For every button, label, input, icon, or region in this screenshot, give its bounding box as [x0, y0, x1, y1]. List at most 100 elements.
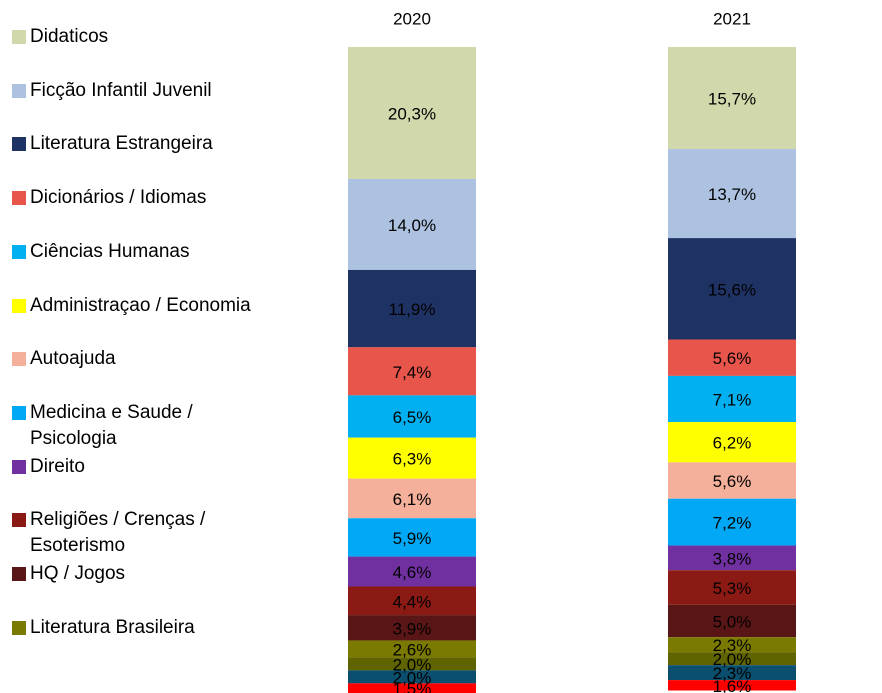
- data-label: 1,6%: [713, 677, 752, 693]
- bar-segment: [348, 670, 476, 684]
- legend-item: Literatura Estrangeira: [12, 131, 262, 157]
- legend-label: Autoajuda: [30, 348, 116, 370]
- bar-segment: [668, 47, 796, 150]
- legend-swatch: [12, 567, 26, 581]
- legend-label: Medicina e Saude / Psicologia: [30, 401, 193, 449]
- legend-label: Ciências Humanas: [30, 240, 190, 262]
- data-label: 11,9%: [389, 300, 436, 319]
- data-label: 7,4%: [393, 363, 432, 382]
- legend-swatch: [12, 513, 26, 528]
- bar-segment: [668, 149, 796, 239]
- data-label: 3,8%: [713, 549, 752, 568]
- bar-segment: [348, 615, 476, 641]
- bar-segment: [348, 395, 476, 438]
- legend-item: Medicina e Saude / Psicologia: [12, 400, 262, 452]
- category-label: 2020: [393, 9, 431, 28]
- bar-segment: [668, 545, 796, 571]
- bar-segment: [668, 680, 796, 691]
- bar-segment: [348, 657, 476, 671]
- legend-label: Didaticos: [30, 26, 109, 47]
- data-label: 20,3%: [388, 104, 436, 123]
- legend-label: Direito: [30, 455, 85, 477]
- bar-segment: [348, 178, 476, 270]
- data-label: 6,5%: [393, 408, 432, 427]
- legend-swatch: [12, 244, 26, 259]
- legend-item: Ficção Infantil Juvenil: [12, 78, 262, 104]
- bar-segment: [348, 437, 476, 479]
- legend-item: HQ / Jogos: [12, 561, 262, 587]
- bar-segment: [348, 556, 476, 587]
- bar-segment: [668, 570, 796, 605]
- data-label: 5,9%: [393, 529, 432, 548]
- bar-segment: [348, 478, 476, 519]
- data-label: 1,5%: [393, 680, 432, 693]
- bar-segment: [668, 498, 796, 546]
- legend-item: Ciências Humanas: [12, 239, 262, 265]
- legend-label: Literatura Estrangeira: [30, 133, 213, 155]
- legend-swatch: [12, 30, 26, 44]
- bar-segment: [348, 683, 476, 693]
- data-label: 5,3%: [713, 579, 752, 598]
- legend-item: Religiões / Crenças / Esoterismo: [12, 507, 262, 559]
- data-label: 3,9%: [393, 619, 432, 638]
- legend-swatch: [12, 352, 26, 367]
- data-label: 15,7%: [708, 90, 756, 109]
- legend-label: Administraçao / Economia: [30, 294, 251, 316]
- legend-label: Religiões / Crenças / Esoterismo: [30, 509, 206, 557]
- legend-label: HQ / Jogos: [30, 563, 126, 584]
- bar-segment: [668, 637, 796, 653]
- bar-segment: [668, 665, 796, 681]
- data-label: 2,0%: [393, 655, 432, 674]
- data-label: 4,6%: [393, 563, 432, 582]
- bar-segment: [348, 47, 476, 179]
- data-label: 2,0%: [393, 668, 432, 687]
- bar-segment: [348, 586, 476, 616]
- data-label: 2,0%: [713, 650, 752, 669]
- legend-item: Autoajuda: [12, 346, 262, 372]
- legend-swatch: [12, 620, 26, 635]
- bar-segment: [668, 604, 796, 638]
- legend-swatch: [12, 298, 26, 313]
- legend-label: Ficção Infantil Juvenil: [30, 79, 212, 101]
- legend-swatch: [12, 459, 26, 474]
- legend-swatch: [12, 137, 26, 152]
- legend-label: Literatura Brasileira: [30, 616, 195, 638]
- data-label: 6,1%: [393, 490, 432, 509]
- bar-segment: [348, 518, 476, 557]
- bar-segment: [668, 462, 796, 499]
- data-label: 14,0%: [388, 216, 436, 235]
- legend-item: Didaticos: [12, 24, 262, 50]
- bar-segment: [348, 269, 476, 348]
- legend-item: Dicionários / Idiomas: [12, 185, 262, 211]
- category-label: 2021: [713, 9, 751, 28]
- data-label: 13,7%: [708, 185, 756, 204]
- data-label: 15,6%: [708, 280, 756, 299]
- legend-swatch: [12, 83, 26, 98]
- bar-segment: [668, 238, 796, 340]
- data-label: 2,6%: [393, 640, 432, 659]
- legend-item: Administraçao / Economia: [12, 293, 262, 319]
- legend-swatch: [12, 405, 26, 420]
- data-label: 6,2%: [713, 434, 752, 453]
- data-label: 5,6%: [713, 472, 752, 491]
- data-label: 6,3%: [393, 450, 432, 469]
- legend-item: Direito: [12, 454, 262, 480]
- legend-swatch: [12, 191, 26, 206]
- bar-segment: [668, 652, 796, 666]
- data-label: 2,3%: [713, 636, 752, 655]
- bar-segment: [348, 347, 476, 396]
- data-label: 7,1%: [713, 390, 752, 409]
- data-label: 4,4%: [393, 592, 432, 611]
- data-label: 5,0%: [713, 612, 752, 631]
- legend-item: Literatura Brasileira: [12, 615, 262, 641]
- bar-segment: [348, 640, 476, 658]
- legend-label: Dicionários / Idiomas: [30, 187, 207, 209]
- bar-segment: [668, 339, 796, 376]
- data-label: 5,6%: [713, 349, 752, 368]
- data-label: 2,3%: [713, 664, 752, 683]
- bar-segment: [668, 422, 796, 463]
- data-label: 7,2%: [713, 514, 752, 533]
- bar-segment: [668, 375, 796, 423]
